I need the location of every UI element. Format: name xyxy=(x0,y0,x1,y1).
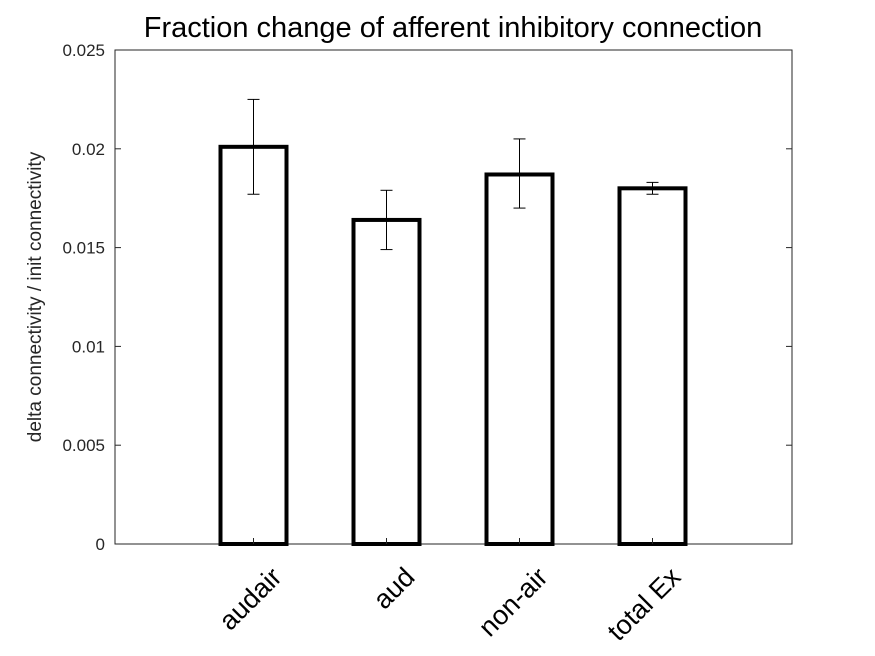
y-tick-label: 0 xyxy=(96,535,105,554)
x-tick-label: audair xyxy=(213,562,287,636)
bar-audair xyxy=(218,144,289,546)
bar-total-ex xyxy=(617,186,688,546)
y-tick-label: 0.015 xyxy=(62,239,105,258)
bar-aud xyxy=(351,217,422,546)
chart-title: Fraction change of afferent inhibitory c… xyxy=(144,12,763,44)
error-bar xyxy=(646,181,659,195)
y-axis: 0 0.005 0.01 0.015 0.02 0.025 xyxy=(62,41,792,554)
error-bar xyxy=(513,138,526,209)
y-tick-label: 0.01 xyxy=(72,337,105,356)
bars-group xyxy=(218,144,688,546)
x-axis: audair aud non-air total Ex xyxy=(213,538,687,647)
y-tick-label: 0.025 xyxy=(62,41,105,60)
error-bar xyxy=(380,189,393,251)
x-tick-label: non-air xyxy=(473,562,554,643)
x-tick-label: aud xyxy=(367,562,420,615)
plot-area-frame xyxy=(114,49,793,545)
y-tick-label: 0.02 xyxy=(72,140,105,159)
error-bars-group xyxy=(247,98,659,251)
error-bar xyxy=(247,98,260,195)
x-tick-label: total Ex xyxy=(602,561,687,646)
y-tick-label: 0.005 xyxy=(62,436,105,455)
y-axis-label: delta connectivity / init connectivity xyxy=(25,151,46,442)
bar-non-air xyxy=(484,172,555,546)
